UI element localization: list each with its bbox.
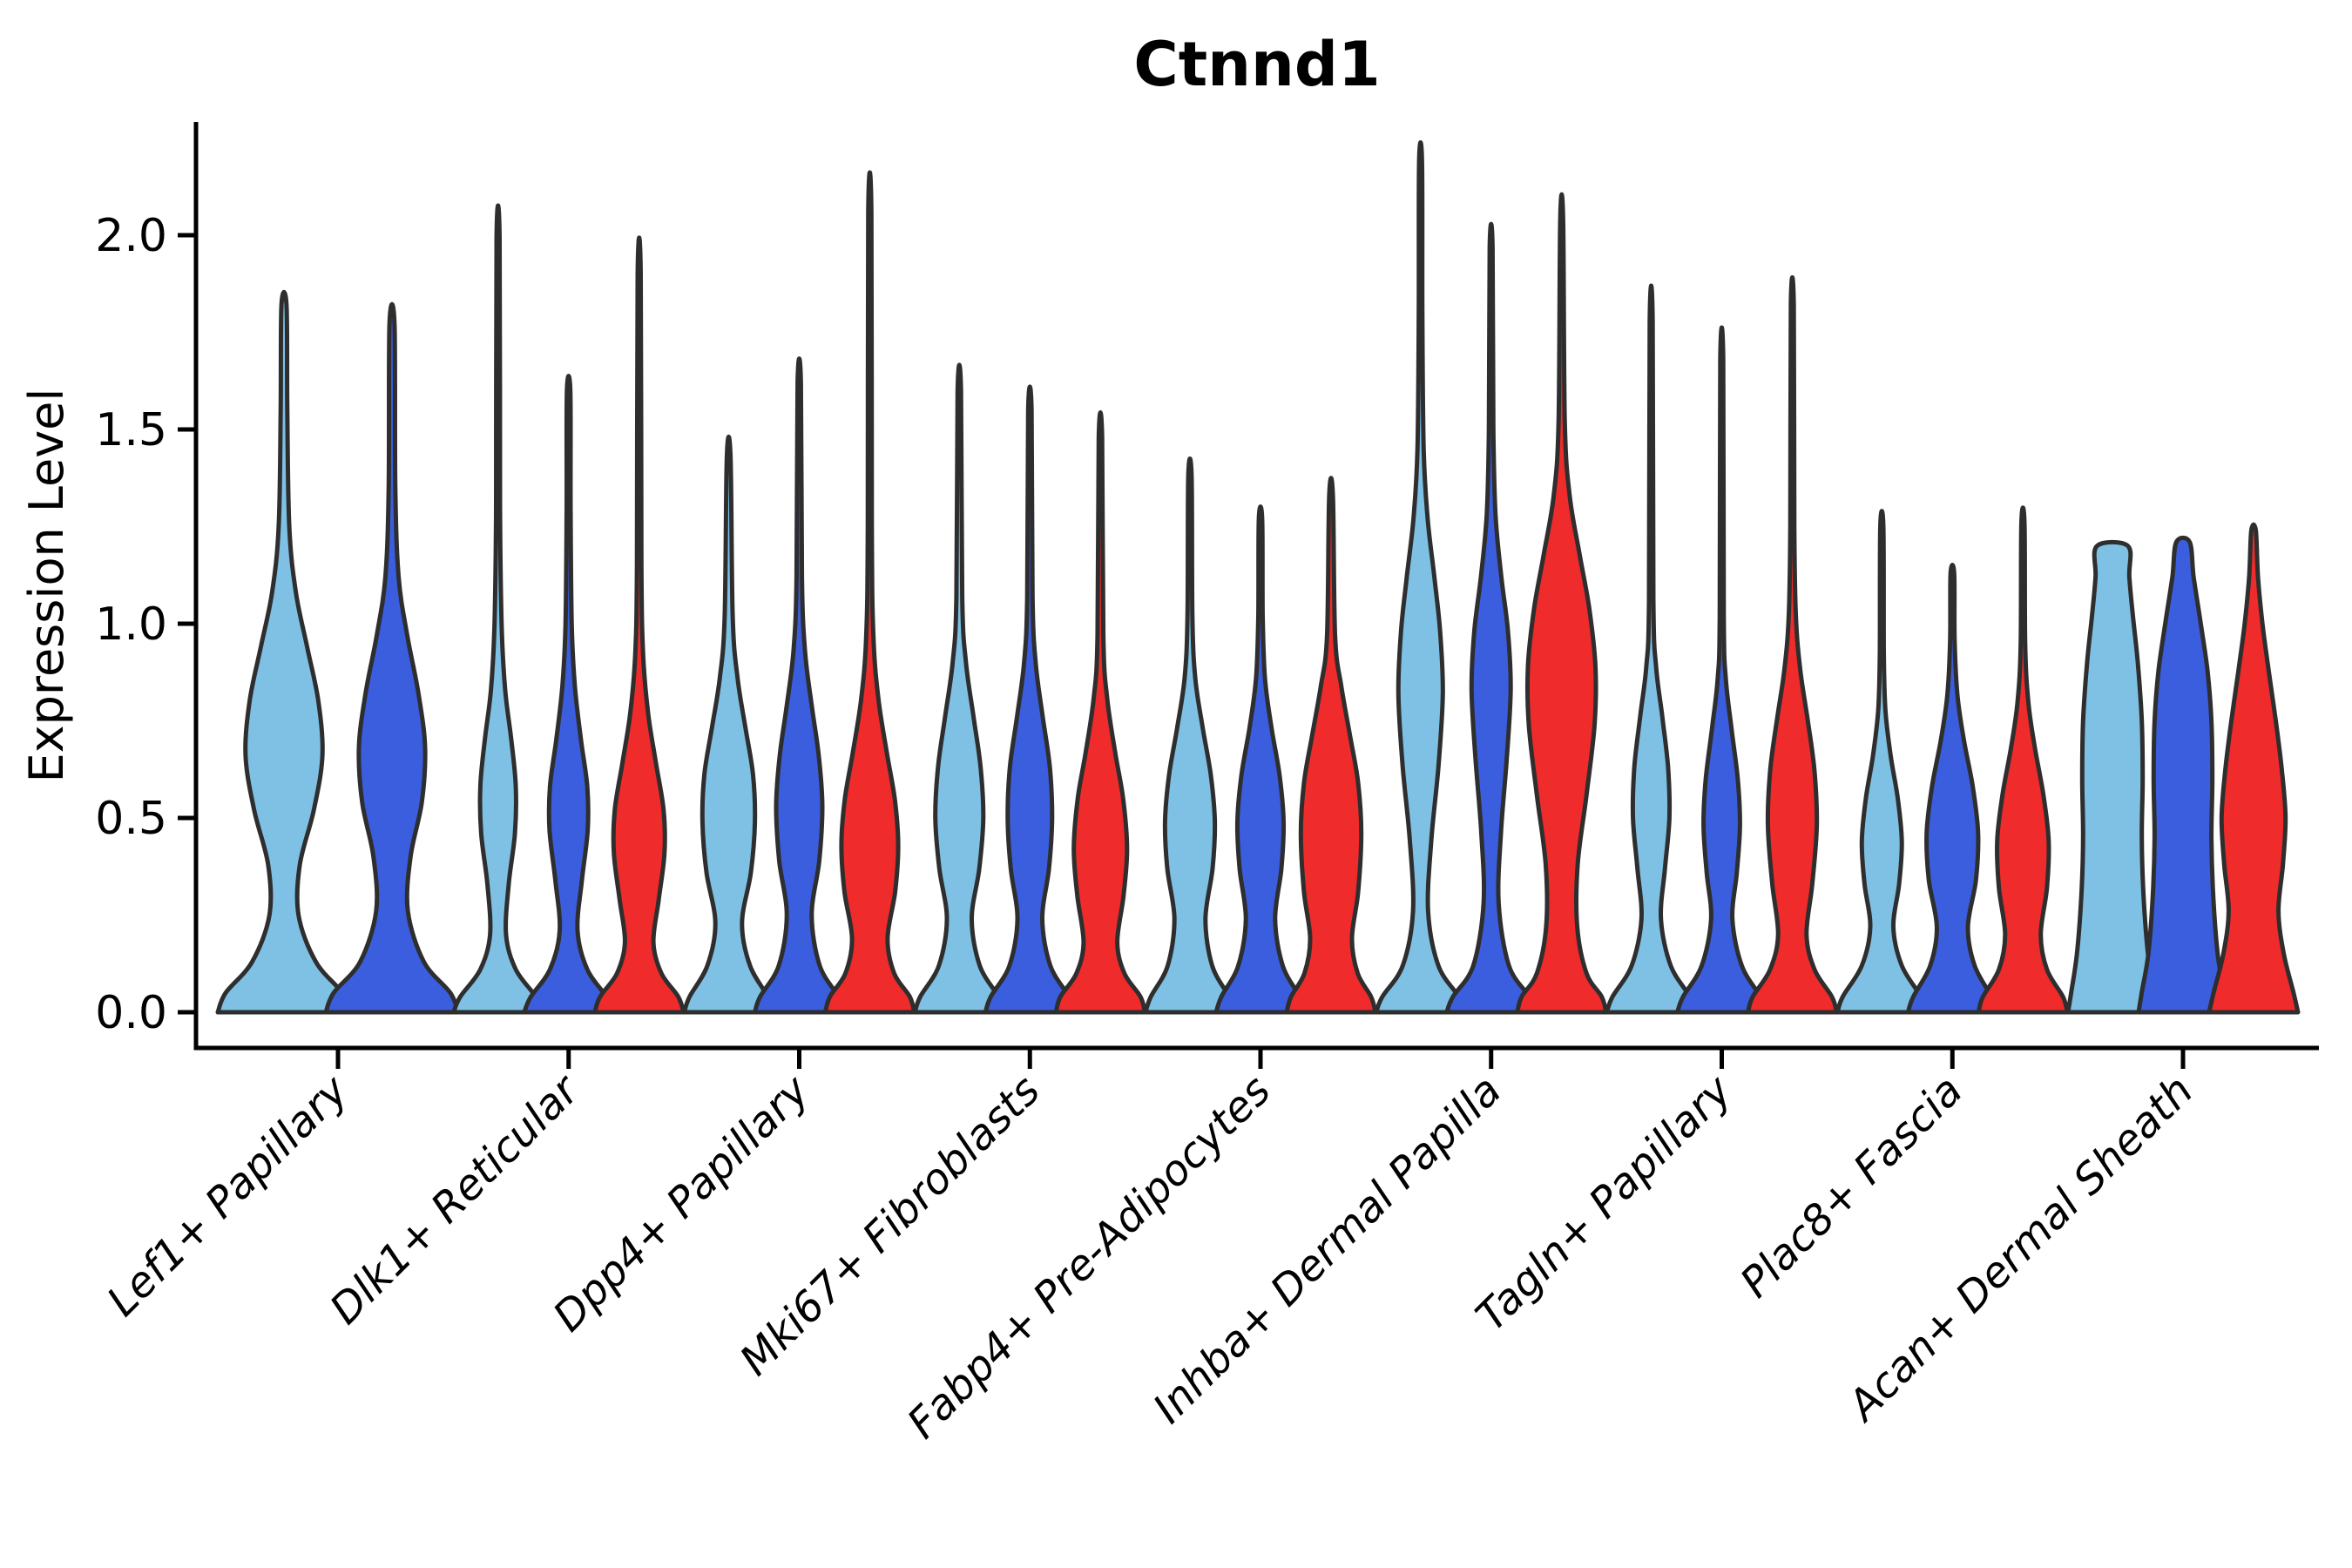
y-tick-label: 2.0 [95, 210, 167, 262]
violin-acan-dermal-sheath-dark_blue [2136, 535, 2230, 1015]
violin-dlk1-reticular-light_blue [451, 203, 545, 1015]
violin-mki67-fibroblasts-red [1053, 410, 1147, 1015]
chart-title: Ctnnd1 [1133, 29, 1380, 100]
violin-mki67-fibroblasts-dark_blue [983, 384, 1077, 1015]
violin-group-dpp4-papillary [682, 170, 916, 1015]
violin-tagln-papillary-red [1746, 275, 1839, 1015]
violin-plac8-fascia-light_blue [1835, 509, 1929, 1015]
violin-acan-dermal-sheath-red [2207, 522, 2301, 1015]
violin-mki67-fibroblasts-light_blue [912, 362, 1006, 1015]
y-tick-label: 1.5 [95, 404, 167, 456]
violin-group-fabp4-pre-adipocytes [1143, 456, 1378, 1015]
violin-inhba-dermal-papilla-light_blue [1374, 140, 1468, 1015]
violin-group-dlk1-reticular [451, 203, 686, 1015]
violin-inhba-dermal-papilla-dark_blue [1444, 221, 1538, 1015]
y-axis: 0.0 0.5 1.0 1.5 2.0 [95, 210, 196, 1039]
y-tick-label: 0.5 [95, 793, 167, 845]
violin-group-mki67-fibroblasts [912, 362, 1147, 1015]
y-tick-label: 1.0 [95, 598, 167, 651]
y-axis-title: Expression Level [19, 389, 74, 783]
violin-plac8-fascia-dark_blue [1905, 563, 1999, 1015]
violin-plac8-fascia-red [1976, 505, 2070, 1015]
violin-tagln-papillary-dark_blue [1675, 325, 1768, 1015]
violin-dpp4-papillary-dark_blue [753, 356, 846, 1015]
violin-dlk1-reticular-red [592, 235, 686, 1015]
violin-lef1-papillary-dark_blue [323, 301, 461, 1015]
violin-fabp4-pre-adipocytes-dark_blue [1213, 504, 1308, 1015]
violin-dpp4-papillary-light_blue [682, 434, 775, 1015]
violins-layer [215, 140, 2301, 1015]
violin-group-lef1-papillary [215, 289, 461, 1015]
violin-fabp4-pre-adipocytes-red [1284, 476, 1378, 1015]
violin-inhba-dermal-papilla-red [1515, 193, 1609, 1015]
violin-lef1-papillary-light_blue [215, 289, 353, 1015]
y-tick-label: 0.0 [95, 987, 167, 1039]
violin-group-plac8-fascia [1835, 505, 2070, 1015]
violin-fabp4-pre-adipocytes-light_blue [1143, 456, 1237, 1015]
violin-dpp4-papillary-red [823, 170, 916, 1015]
violin-tagln-papillary-light_blue [1605, 283, 1698, 1015]
violin-group-inhba-dermal-papilla [1374, 140, 1609, 1015]
violin-acan-dermal-sheath-light_blue [2065, 539, 2159, 1015]
violin-group-acan-dermal-sheath [2065, 522, 2301, 1015]
violin-group-tagln-papillary [1605, 275, 1839, 1015]
violin-dlk1-reticular-dark_blue [522, 374, 616, 1015]
